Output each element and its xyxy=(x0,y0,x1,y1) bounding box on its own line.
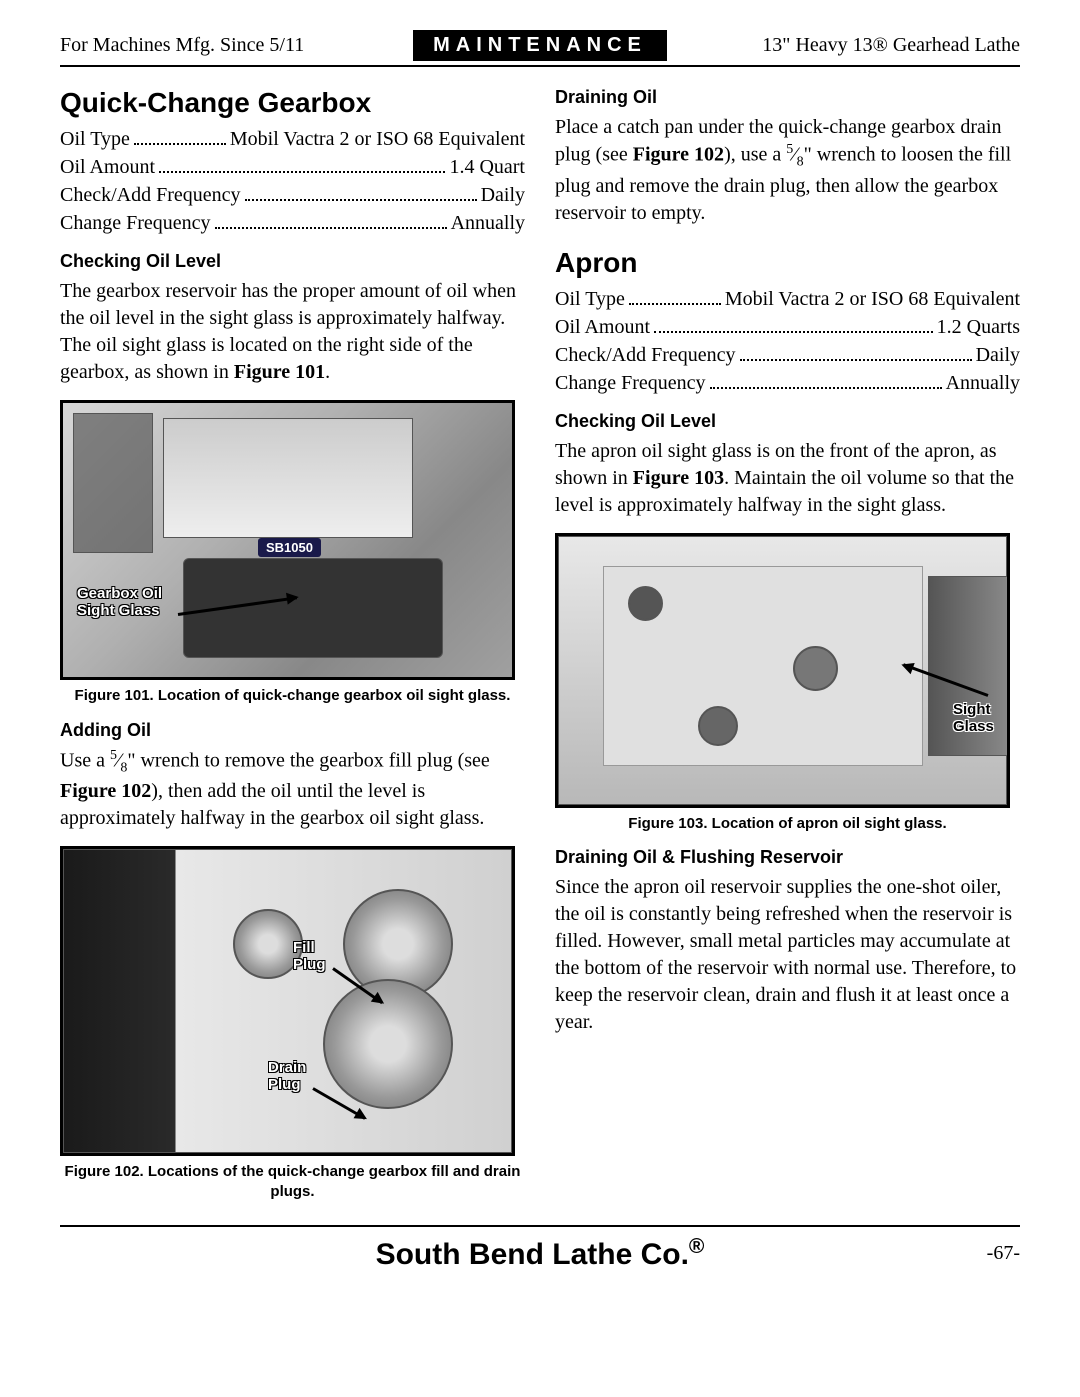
spec-value: Mobil Vactra 2 or ISO 68 Equivalent xyxy=(725,285,1020,313)
spec-value: Annually xyxy=(946,369,1020,397)
spec-dots xyxy=(710,387,942,389)
page-footer: South Bend Lathe Co.® -67- xyxy=(60,1225,1020,1272)
brand-text: South Bend Lathe Co. xyxy=(376,1238,689,1271)
spec-row: Oil Type Mobil Vactra 2 or ISO 68 Equival… xyxy=(60,125,525,153)
spec-label: Oil Type xyxy=(555,285,625,313)
spec-dots xyxy=(134,143,226,145)
header-section-badge: MAINTENANCE xyxy=(413,30,667,61)
spec-row: Check/Add Frequency Daily xyxy=(60,181,525,209)
text: " wrench to remove the gearbox fill plug… xyxy=(127,749,489,771)
gearbox-heading: Quick-Change Gearbox xyxy=(60,87,525,119)
text: . xyxy=(325,361,330,383)
spec-label: Change Frequency xyxy=(555,369,706,397)
frac-denom: 8 xyxy=(797,155,804,170)
figure-ref: Figure 102 xyxy=(60,780,151,802)
figure-ref: Figure 103 xyxy=(633,467,724,489)
figure-101-caption: Figure 101. Location of quick-change gea… xyxy=(60,686,525,706)
spec-dots xyxy=(654,331,933,333)
spec-label: Check/Add Frequency xyxy=(555,341,736,369)
frac-numer: 5 xyxy=(786,142,793,157)
spec-row: Change Frequency Annually xyxy=(555,369,1020,397)
apron-checking-heading: Checking Oil Level xyxy=(555,411,1020,432)
spec-label: Oil Amount xyxy=(555,313,650,341)
spec-dots xyxy=(740,359,972,361)
adding-oil-body: Use a 5⁄8" wrench to remove the gearbox … xyxy=(60,747,525,833)
checking-oil-body: The gearbox reservoir has the proper amo… xyxy=(60,278,525,386)
apron-heading: Apron xyxy=(555,247,1020,279)
spec-label: Oil Amount xyxy=(60,153,155,181)
spec-label: Check/Add Frequency xyxy=(60,181,241,209)
checking-oil-heading: Checking Oil Level xyxy=(60,251,525,272)
apron-checking-body: The apron oil sight glass is on the fron… xyxy=(555,438,1020,519)
model-badge: SB1050 xyxy=(258,538,321,557)
figure-103-caption: Figure 103. Location of apron oil sight … xyxy=(555,814,1020,834)
spec-row: Oil Amount 1.4 Quart xyxy=(60,153,525,181)
drain-flush-body: Since the apron oil reservoir supplies t… xyxy=(555,874,1020,1036)
spec-value: 1.2 Quarts xyxy=(937,313,1020,341)
spec-value: 1.4 Quart xyxy=(449,153,525,181)
apron-specs: Oil Type Mobil Vactra 2 or ISO 68 Equival… xyxy=(555,285,1020,397)
figure-102-caption: Figure 102. Locations of the quick-chang… xyxy=(60,1162,525,1201)
spec-value: Daily xyxy=(976,341,1020,369)
figure-callout: DrainPlug xyxy=(268,1059,306,1094)
figure-ref: Figure 102 xyxy=(633,144,724,166)
header-left: For Machines Mfg. Since 5/11 xyxy=(60,34,413,57)
adding-oil-heading: Adding Oil xyxy=(60,720,525,741)
spec-row: Oil Type Mobil Vactra 2 or ISO 68 Equival… xyxy=(555,285,1020,313)
spec-dots xyxy=(245,199,477,201)
draining-oil-body: Place a catch pan under the quick-change… xyxy=(555,114,1020,227)
page-number: -67- xyxy=(960,1242,1020,1265)
spec-row: Change Frequency Annually xyxy=(60,209,525,237)
frac-numer: 5 xyxy=(110,748,117,763)
spec-dots xyxy=(215,227,447,229)
figure-102: FillPlug DrainPlug xyxy=(60,846,515,1156)
figure-callout: Gearbox OilSight Glass xyxy=(77,585,162,620)
spec-label: Oil Type xyxy=(60,125,130,153)
left-column: Quick-Change Gearbox Oil Type Mobil Vactr… xyxy=(60,87,525,1201)
spec-value: Annually xyxy=(451,209,525,237)
text: ), use a xyxy=(724,144,786,166)
drain-flush-heading: Draining Oil & Flushing Reservoir xyxy=(555,847,1020,868)
figure-ref: Figure 101 xyxy=(234,361,325,383)
spec-label: Change Frequency xyxy=(60,209,211,237)
reg-mark: ® xyxy=(689,1235,704,1258)
content-columns: Quick-Change Gearbox Oil Type Mobil Vactr… xyxy=(60,87,1020,1201)
figure-callout: FillPlug xyxy=(293,939,326,974)
figure-101: Gearbox OilSight Glass SB1050 xyxy=(60,400,515,680)
spec-value: Daily xyxy=(481,181,525,209)
spec-value: Mobil Vactra 2 or ISO 68 Equivalent xyxy=(230,125,525,153)
draining-oil-heading: Draining Oil xyxy=(555,87,1020,108)
spec-row: Oil Amount 1.2 Quarts xyxy=(555,313,1020,341)
spec-row: Check/Add Frequency Daily xyxy=(555,341,1020,369)
figure-callout: SightGlass xyxy=(953,701,994,736)
text: Use a xyxy=(60,749,110,771)
page-header: For Machines Mfg. Since 5/11 MAINTENANCE… xyxy=(60,30,1020,67)
spec-dots xyxy=(159,171,445,173)
right-column: Draining Oil Place a catch pan under the… xyxy=(555,87,1020,1201)
header-right: 13" Heavy 13® Gearhead Lathe xyxy=(667,34,1020,57)
figure-103: SightGlass xyxy=(555,533,1010,808)
footer-brand: South Bend Lathe Co.® xyxy=(120,1235,960,1272)
spec-dots xyxy=(629,303,721,305)
gearbox-specs: Oil Type Mobil Vactra 2 or ISO 68 Equival… xyxy=(60,125,525,237)
